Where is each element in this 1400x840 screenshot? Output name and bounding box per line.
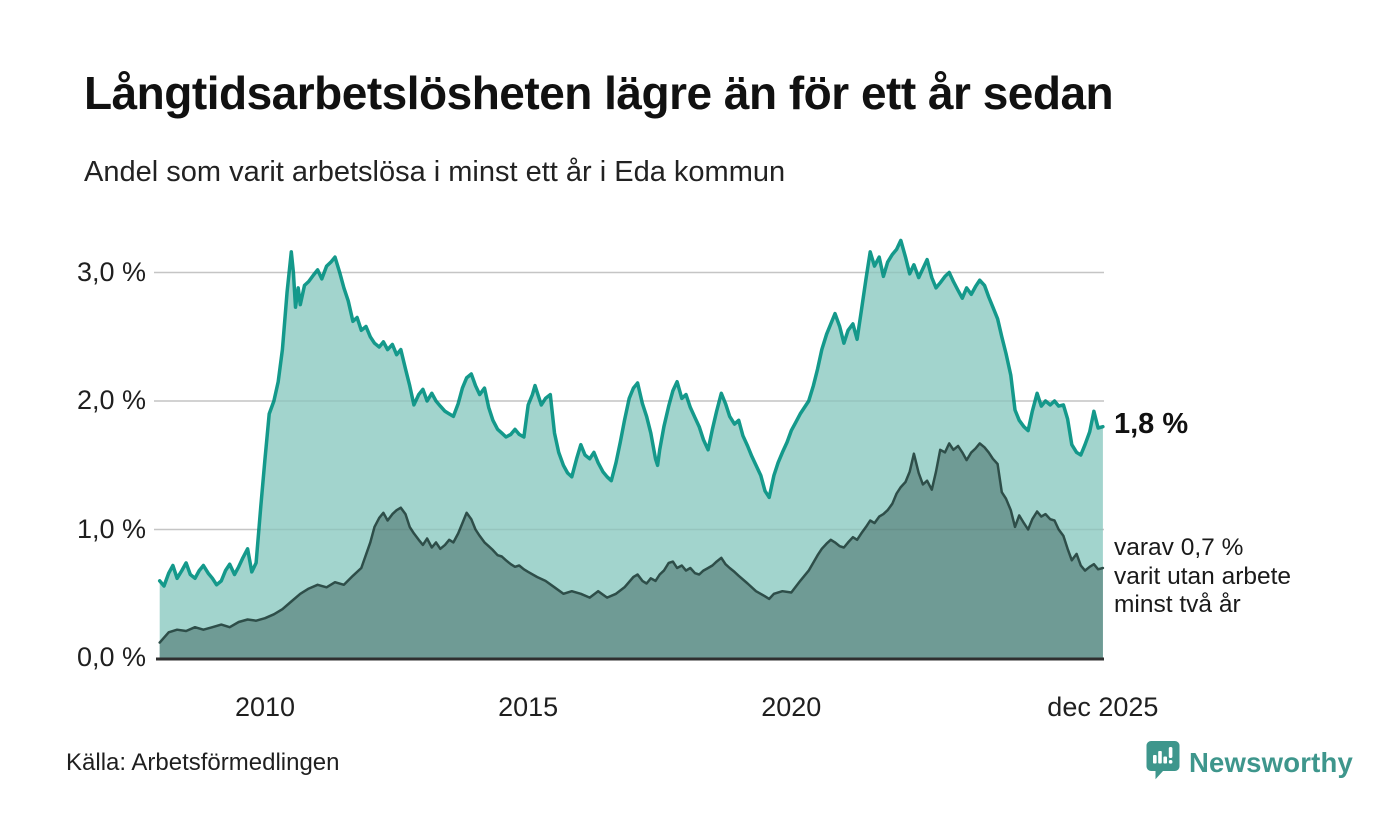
newsworthy-logo[interactable]: Newsworthy [1146, 740, 1353, 785]
series1-end-value-label: 1,8 % [1114, 408, 1189, 440]
x-axis-tick-label: 2010 [234, 692, 296, 722]
newsworthy-logo-text: Newsworthy [1189, 746, 1353, 778]
page-title: Långtidsarbetslösheten lägre än för ett … [84, 67, 1114, 119]
series2-area [159, 443, 1103, 658]
y-axis-tick-label: 3,0 % [76, 256, 146, 287]
logo-exclamation-stem [1168, 747, 1173, 758]
y-axis-tick-label: 2,0 % [76, 385, 146, 415]
series2-line [158, 442, 1105, 644]
logo-bar-1 [1153, 755, 1157, 764]
series1-line [157, 238, 1105, 588]
logo-bar-3 [1163, 756, 1167, 764]
x-axis-tick-label: dec 2025 [1047, 692, 1159, 722]
logo-exclamation-dot [1168, 760, 1173, 764]
series2-end-label-line3: minst två år [1114, 591, 1241, 618]
y-axis-tick-label: 1,0 % [76, 513, 146, 544]
newsworthy-logo-icon [1146, 740, 1180, 785]
series2-end-value-label: varav 0,7 % varit utan arbete minst två … [1114, 534, 1291, 620]
logo-bubble-shape [1146, 741, 1180, 780]
x-axis-tick-label: 2020 [761, 692, 822, 722]
x-axis-tick-label: 2015 [498, 692, 559, 722]
source-attribution: Källa: Arbetsförmedlingen [66, 749, 340, 776]
y-axis-tick-label: 0,0 % [76, 642, 146, 672]
series2-end-label-line1: varav 0,7 % [1114, 534, 1244, 561]
page-subtitle: Andel som varit arbetslösa i minst ett å… [84, 156, 786, 188]
logo-bar-2 [1158, 751, 1162, 764]
series2-end-label-line2: varit utan arbete [1114, 562, 1292, 590]
